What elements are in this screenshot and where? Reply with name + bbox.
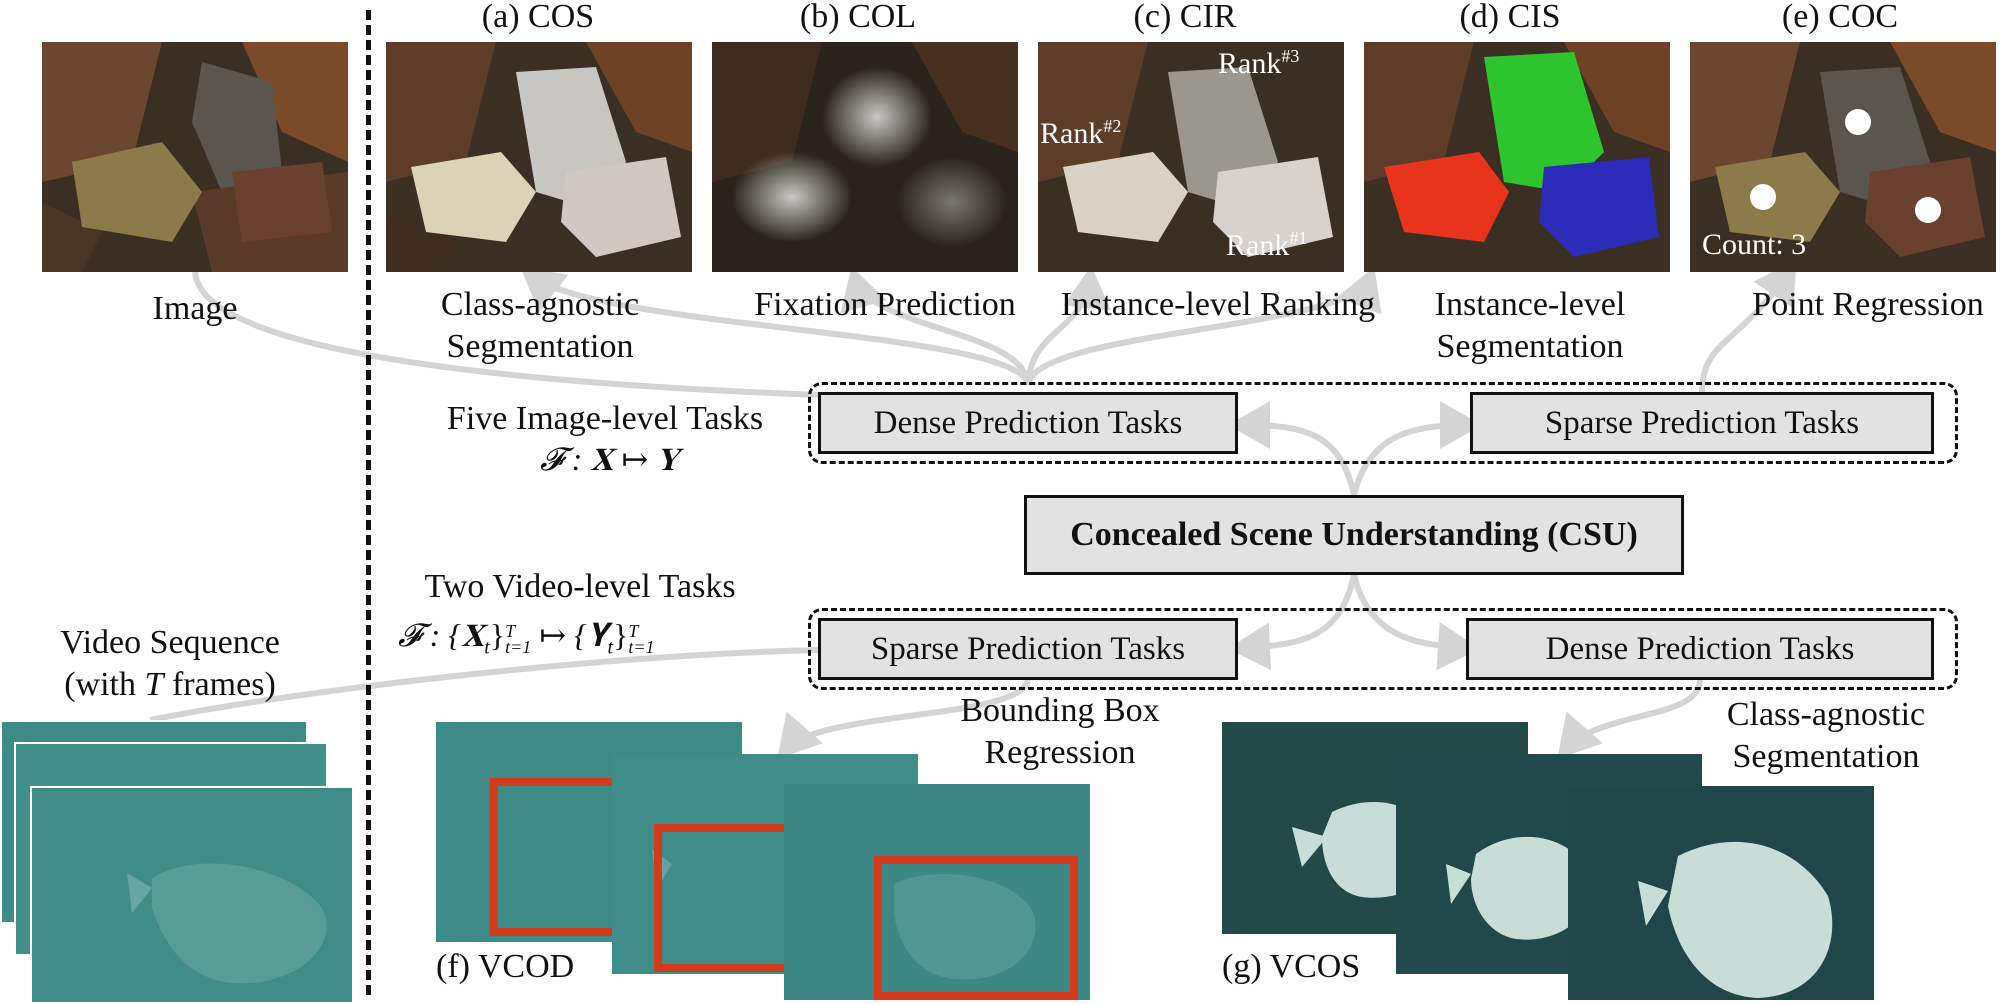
video-tasks-title: Two Video-level Tasks (424, 568, 736, 605)
section-divider (366, 10, 371, 995)
count-label: Count: 3 (1702, 228, 1807, 261)
panel-label-coc: (e) COC (1781, 0, 1899, 35)
rank1-label: Rank#1 (1226, 228, 1308, 262)
vcod-caption-line1: Bounding Box (960, 692, 1160, 729)
vcod-caption-line2: Regression (984, 734, 1136, 771)
panel-label-col: (b) COL (799, 0, 917, 35)
cos-image (386, 42, 692, 272)
vcos-caption-line2: Segmentation (1732, 738, 1920, 775)
image-tasks-formula: 𝓕 : 𝐗 ↦ 𝐘 (540, 441, 680, 477)
video-caption-line1: Video Sequence (60, 624, 280, 661)
panel-label-cos: (a) COS (481, 0, 595, 35)
arrow-csu-to-video-sparse (1228, 574, 1357, 671)
video-sparse-box: Sparse Prediction Tasks (818, 618, 1238, 680)
vcos-frame-3 (1568, 786, 1874, 1000)
cis-caption-line1: Instance-level (1434, 286, 1626, 323)
cis-image (1364, 42, 1670, 272)
vcod-label: (f) VCOD (436, 948, 575, 985)
coc-point-3 (1915, 197, 1941, 223)
arrow-dense-to-cir (1025, 266, 1111, 386)
arrow-csu-to-image-sparse (1351, 401, 1482, 496)
rank3-label: Rank#3 (1218, 46, 1300, 80)
col-caption-line1: Fixation Prediction (754, 286, 1016, 323)
image-tasks-group (808, 382, 1958, 464)
csu-box: Concealed Scene Understanding (CSU) (1024, 495, 1684, 575)
arrow-csu-to-image-dense (1228, 401, 1357, 496)
input-image (42, 42, 348, 272)
video-dense-box: Dense Prediction Tasks (1466, 618, 1934, 680)
image-caption: Image (152, 290, 238, 327)
panel-label-cir: (c) CIR (1133, 0, 1237, 35)
arrow-dense-to-cis (1025, 266, 1382, 386)
video-frame-3 (30, 786, 354, 1004)
video-tasks-group (808, 608, 1958, 690)
arrow-dense-to-col (840, 266, 1031, 386)
cis-caption-line2: Segmentation (1436, 328, 1624, 365)
cos-caption-line2: Segmentation (446, 328, 634, 365)
arrow-sparse-to-coc (1699, 260, 1797, 393)
col-image (712, 42, 1018, 272)
cos-caption-line1: Class-agnostic (440, 286, 640, 323)
vcos-label: (g) VCOS (1222, 948, 1361, 985)
arrow-video-to-sparse (149, 647, 821, 723)
image-tasks-title: Five Image-level Tasks (446, 400, 764, 437)
cir-image: Rank#3 Rank#2 Rank#1 (1038, 42, 1344, 272)
vcos-caption-line1: Class-agnostic (1726, 696, 1926, 733)
video-caption-line2: (with T frames) (64, 666, 276, 703)
rank2-label: Rank#2 (1040, 116, 1122, 150)
coc-caption-line1: Point Regression (1752, 286, 1984, 323)
coc-point-1 (1845, 109, 1871, 135)
image-dense-box: Dense Prediction Tasks (818, 392, 1238, 454)
image-sparse-box: Sparse Prediction Tasks (1470, 392, 1934, 454)
arrow-csu-to-video-dense (1351, 574, 1480, 671)
arrow-dense-to-vcos (1557, 679, 1703, 760)
arrow-sparse-to-vcod (777, 678, 1031, 760)
coc-point-2 (1750, 184, 1776, 210)
arrow-image-to-dense (192, 271, 821, 398)
arrow-dense-to-cos (520, 267, 1031, 387)
cir-caption-line1: Instance-level Ranking (1060, 286, 1376, 323)
coc-image: Count: 3 (1690, 42, 1996, 272)
vcod-frame-3 (784, 784, 1090, 1000)
panel-label-cis: (d) CIS (1459, 0, 1561, 35)
